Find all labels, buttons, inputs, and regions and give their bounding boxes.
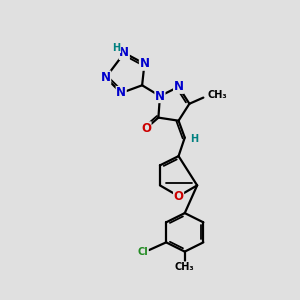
Text: N: N: [174, 80, 184, 93]
Text: O: O: [174, 190, 184, 203]
Text: O: O: [141, 122, 151, 135]
Text: CH₃: CH₃: [175, 262, 195, 272]
Text: N: N: [119, 46, 129, 59]
Text: Cl: Cl: [137, 247, 148, 256]
Text: CH₃: CH₃: [208, 89, 228, 100]
Text: N: N: [116, 86, 126, 100]
Text: N: N: [155, 90, 165, 103]
Text: N: N: [101, 71, 111, 84]
Text: H: H: [190, 134, 198, 144]
Text: H: H: [112, 43, 121, 52]
Text: N: N: [140, 57, 149, 70]
